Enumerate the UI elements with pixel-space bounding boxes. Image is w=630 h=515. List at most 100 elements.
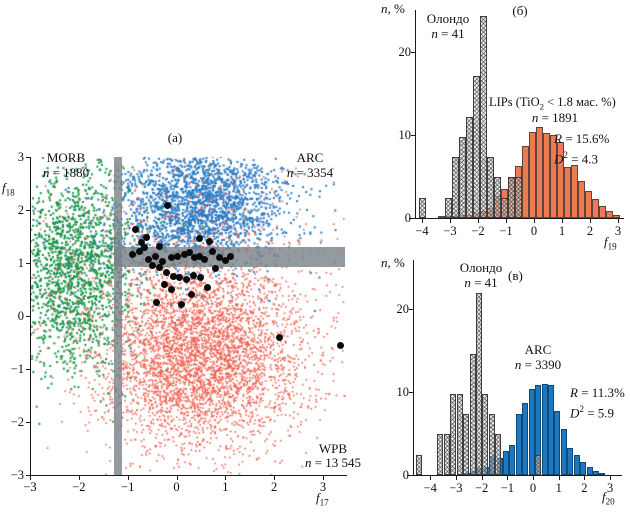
x-axis-tick bbox=[225, 476, 227, 480]
histogram-bar-blue bbox=[503, 450, 509, 475]
histogram-bar-blue bbox=[580, 461, 587, 475]
histogram-bar-blue bbox=[509, 445, 516, 475]
panel-v-stats: R = 11.3% D2 = 5.9 bbox=[570, 384, 625, 421]
y-tick-label: 20 bbox=[396, 302, 410, 316]
x-tick-label: −3 bbox=[23, 480, 37, 494]
olondo-point bbox=[186, 249, 194, 257]
x-axis-spine bbox=[407, 475, 622, 477]
x-tick-label: 3 bbox=[319, 480, 327, 494]
histogram-bar-orange bbox=[536, 126, 544, 218]
y-axis-tick bbox=[26, 263, 30, 264]
scatter-points-canvas bbox=[30, 157, 347, 475]
panel-b-stats: R = 15.6% D2 = 4.3 bbox=[554, 130, 609, 167]
histogram-bar-olondo bbox=[515, 177, 523, 218]
x-axis-tick bbox=[430, 476, 432, 480]
olondo-point bbox=[174, 253, 182, 261]
x-tick-label: 2 bbox=[271, 480, 278, 494]
y-tick-label: 10 bbox=[398, 128, 412, 142]
y-axis-tick bbox=[26, 422, 30, 423]
y-axis-tick bbox=[409, 392, 413, 393]
olondo-label-v: Олондо n = 41 bbox=[459, 260, 503, 290]
arc-count: n = 3354 bbox=[286, 165, 334, 180]
x-tick-label: 1 bbox=[558, 224, 566, 238]
y-axis-tick bbox=[26, 157, 30, 158]
histogram-bar-orange bbox=[550, 135, 558, 218]
d2-statistic-b: D2 = 4.3 bbox=[554, 150, 599, 167]
y-axis-tick bbox=[409, 309, 413, 310]
olondo-point bbox=[164, 202, 172, 210]
olondo-point bbox=[212, 264, 220, 272]
x-axis-tick bbox=[558, 476, 560, 480]
x-axis-tick bbox=[78, 476, 80, 480]
histogram-bar-olondo bbox=[463, 414, 470, 475]
x-tick-label: −3 bbox=[443, 224, 457, 238]
olondo-point bbox=[190, 271, 198, 279]
wpb-name: WPB bbox=[318, 441, 348, 456]
histogram-bar-olondo bbox=[452, 157, 460, 218]
x-tick-label: 0 bbox=[530, 224, 538, 238]
x-tick-label: 3 bbox=[606, 481, 614, 495]
olondo-point bbox=[128, 251, 136, 259]
olondo-point bbox=[141, 243, 149, 251]
x-tick-label: −2 bbox=[72, 480, 86, 494]
y-axis-tick bbox=[26, 475, 30, 476]
olondo-point bbox=[196, 235, 204, 243]
olondo-point bbox=[191, 254, 199, 262]
histogram-bar-blue bbox=[586, 466, 593, 475]
histogram-bar-blue bbox=[573, 455, 580, 475]
histogram-bar-blue bbox=[567, 447, 574, 475]
olondo-point bbox=[183, 275, 191, 283]
y-tick-label: 20 bbox=[398, 45, 412, 59]
arc-label-v: ARC n = 3390 bbox=[514, 342, 562, 372]
histogram-bar-orange bbox=[585, 191, 593, 218]
olondo-point bbox=[178, 300, 186, 308]
histogram-bar-olondo bbox=[480, 15, 488, 218]
histogram-bar-olondo bbox=[494, 177, 502, 218]
d2-statistic-v: D2 = 5.9 bbox=[570, 404, 615, 421]
y-tick-label: 0 bbox=[17, 309, 24, 323]
panel-v-title: (в) bbox=[508, 268, 523, 283]
panel-v-x-axis-label: f20 bbox=[602, 489, 615, 507]
olondo-point bbox=[168, 286, 176, 293]
y-tick-label: 10 bbox=[396, 385, 410, 399]
x-tick-label: −4 bbox=[415, 224, 429, 238]
y-tick-label: 2 bbox=[17, 203, 24, 217]
x-tick-label: 1 bbox=[555, 481, 562, 495]
histogram-bar-orange bbox=[438, 216, 446, 219]
y-tick-label: 3 bbox=[17, 150, 24, 164]
x-tick-label: −3 bbox=[449, 481, 463, 495]
x-tick-label: 2 bbox=[581, 481, 588, 495]
histogram-bar-olondo bbox=[473, 76, 481, 218]
x-axis-tick bbox=[590, 219, 591, 223]
olondo-point bbox=[153, 299, 161, 307]
y-axis-tick bbox=[411, 52, 415, 53]
olondo-point bbox=[275, 333, 283, 341]
histogram-bar-olondo bbox=[450, 393, 457, 475]
histogram-bar-orange bbox=[571, 164, 579, 218]
y-axis-tick bbox=[411, 218, 415, 219]
histogram-bar-orange bbox=[578, 180, 586, 218]
x-axis-tick bbox=[618, 219, 619, 223]
histogram-bar-olondo bbox=[501, 197, 509, 218]
classifier-band-vertical bbox=[114, 157, 122, 475]
x-axis-tick bbox=[507, 476, 509, 480]
histogram-bar-olondo bbox=[443, 434, 450, 475]
y-tick-label: 0 bbox=[402, 468, 409, 482]
y-axis-tick bbox=[409, 475, 413, 476]
x-tick-label: −1 bbox=[500, 481, 514, 495]
histogram-bar-blue bbox=[554, 411, 561, 475]
histogram-bar-blue bbox=[541, 383, 548, 475]
olondo-point bbox=[209, 248, 217, 256]
y-tick-label: 1 bbox=[17, 256, 24, 270]
x-axis-tick bbox=[481, 476, 483, 480]
morb-name: MORB bbox=[46, 150, 86, 165]
r-statistic-b: R = 15.6% bbox=[554, 131, 610, 146]
lips-label: LIPs (TiO2 < 1.8 мас. %) bbox=[489, 95, 616, 112]
histogram-bar-olondo bbox=[488, 414, 495, 475]
y-axis-tick bbox=[26, 369, 30, 370]
